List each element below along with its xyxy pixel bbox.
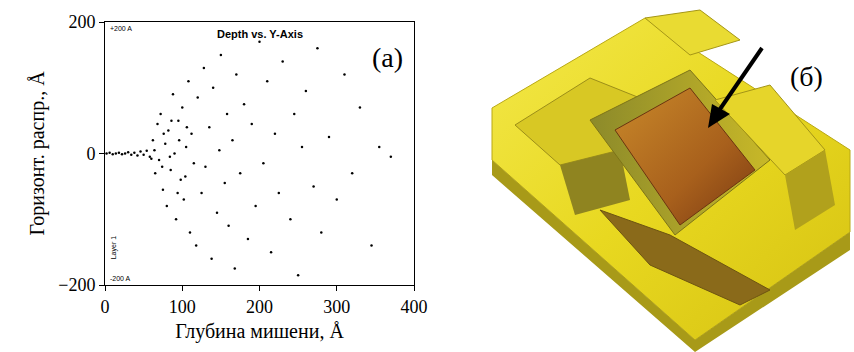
svg-text:Глубина мишени, Å: Глубина мишени, Å	[175, 320, 344, 343]
svg-text:0: 0	[101, 297, 110, 317]
svg-text:300: 300	[323, 297, 350, 317]
svg-text:(a): (a)	[372, 42, 403, 73]
svg-text:+200 A: +200 A	[110, 25, 132, 32]
svg-text:Layer 1: Layer 1	[110, 236, 118, 259]
svg-text:200: 200	[246, 297, 273, 317]
svg-text:Depth vs. Y-Axis: Depth vs. Y-Axis	[217, 28, 303, 40]
svg-text:-200 A: -200 A	[110, 275, 131, 282]
svg-text:0: 0	[86, 144, 95, 164]
svg-text:−200: −200	[58, 275, 95, 295]
svg-text:100: 100	[169, 297, 196, 317]
svg-text:200: 200	[68, 12, 95, 32]
svg-text:400: 400	[401, 297, 428, 317]
svg-text:Горизонт. распр., Å: Горизонт. распр., Å	[26, 71, 49, 236]
svg-text:(б): (б)	[790, 61, 823, 92]
